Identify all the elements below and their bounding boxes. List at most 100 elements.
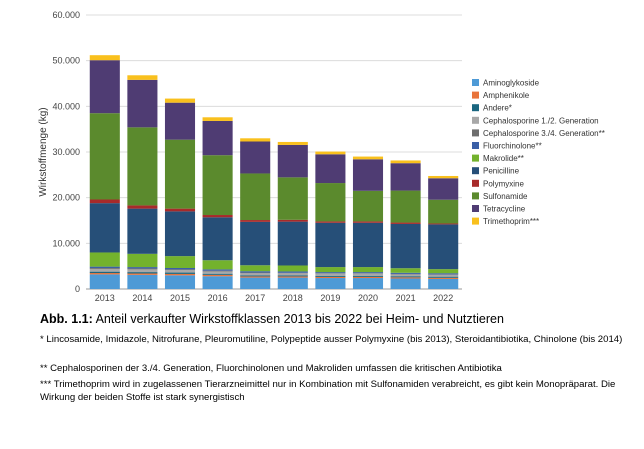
legend-label: Polymyxine bbox=[483, 179, 524, 188]
figure-label: Abb. 1.1: bbox=[40, 312, 93, 326]
bar-segment bbox=[315, 267, 346, 273]
bar-segment bbox=[390, 190, 421, 223]
bar-segment bbox=[352, 278, 384, 289]
bar-segment bbox=[390, 222, 421, 224]
bar-segment bbox=[89, 203, 120, 253]
bar-segment bbox=[164, 275, 196, 289]
bar-segment bbox=[164, 98, 196, 103]
bar-segment bbox=[202, 217, 233, 261]
bar-segment bbox=[315, 276, 346, 279]
bar-segment bbox=[352, 276, 384, 279]
bar-segment bbox=[390, 223, 421, 269]
bar-segment bbox=[428, 273, 459, 275]
legend-swatch bbox=[472, 142, 479, 149]
figure-caption: Abb. 1.1: Anteil verkaufter Wirkstoffkla… bbox=[40, 312, 630, 326]
bar-segment bbox=[164, 267, 196, 270]
bar-segment bbox=[202, 271, 233, 274]
y-tick-label: 20.000 bbox=[52, 193, 80, 203]
bar-segment bbox=[164, 208, 196, 212]
bar-segment bbox=[277, 219, 308, 222]
bar-segment bbox=[127, 268, 158, 270]
legend-swatch bbox=[472, 217, 479, 225]
bar-segment bbox=[164, 211, 196, 257]
bar-segment bbox=[240, 276, 271, 278]
bar-segment bbox=[390, 163, 421, 191]
legend-swatch bbox=[472, 192, 479, 200]
bar-segment bbox=[127, 79, 158, 128]
y-tick-label: 0 bbox=[75, 284, 80, 294]
y-tick-label: 30.000 bbox=[52, 147, 80, 157]
bar-segment bbox=[127, 269, 158, 273]
bar-segment bbox=[89, 267, 120, 269]
bar-segment bbox=[352, 275, 384, 277]
legend-label: Tetracycline bbox=[483, 205, 526, 214]
bar-segment bbox=[127, 274, 158, 289]
y-tick-label: 50.000 bbox=[52, 56, 80, 66]
bar-segment bbox=[164, 273, 196, 276]
x-tick-label: 2018 bbox=[283, 293, 303, 303]
bar-segment bbox=[202, 270, 233, 272]
bar-segment bbox=[352, 190, 384, 222]
x-tick-label: 2016 bbox=[208, 293, 228, 303]
y-tick-label: 60.000 bbox=[52, 10, 80, 20]
x-tick-label: 2013 bbox=[95, 293, 115, 303]
bar-segment bbox=[428, 199, 459, 224]
bar-segment bbox=[277, 144, 308, 178]
bar-segment bbox=[202, 274, 233, 277]
bar-segment bbox=[202, 215, 233, 218]
bar-segment bbox=[428, 277, 459, 279]
bar-segment bbox=[352, 272, 384, 274]
bar-segment bbox=[428, 278, 459, 289]
bar-segment bbox=[240, 221, 271, 266]
y-axis-ticks: 0 10.000 20.000 30.000 40.000 50.000 60.000 bbox=[52, 10, 80, 294]
x-tick-label: 2015 bbox=[170, 293, 190, 303]
bar-segment bbox=[352, 267, 384, 273]
bar-segment bbox=[315, 151, 346, 155]
bar-segment bbox=[277, 273, 308, 276]
bar-segment bbox=[89, 271, 120, 274]
bar-segment bbox=[428, 224, 459, 270]
bar-segment bbox=[127, 205, 158, 209]
bar-segment bbox=[390, 268, 421, 273]
legend-label: Sulfonamide bbox=[483, 192, 528, 201]
bar-segment bbox=[240, 272, 271, 274]
bar-segment bbox=[352, 156, 384, 160]
legend: Aminoglykoside Amphenikole Andere* Cephalos… bbox=[472, 79, 605, 226]
legend-label: Makrolide** bbox=[483, 154, 524, 163]
bar-segment bbox=[89, 273, 120, 275]
x-tick-label: 2017 bbox=[245, 293, 265, 303]
legend-swatch bbox=[472, 179, 479, 187]
bar-segment bbox=[428, 269, 459, 274]
x-tick-label: 2021 bbox=[396, 293, 416, 303]
bar-segment bbox=[202, 155, 233, 216]
bar-segment bbox=[390, 274, 421, 277]
legend-swatch bbox=[472, 91, 479, 99]
bar-segment bbox=[89, 199, 120, 204]
bar-segment bbox=[240, 220, 271, 222]
bar-segment bbox=[352, 222, 384, 268]
legend-label: Amphenikole bbox=[483, 91, 530, 100]
legend-swatch bbox=[472, 167, 479, 175]
x-axis-ticks: 2013 2014 2015 2016 2017 2018 2019 2020 2021 2022 bbox=[95, 293, 453, 303]
bar-segment bbox=[315, 183, 346, 222]
y-axis-label: Wirkstoffmenge (kg) bbox=[38, 107, 49, 196]
bar-segment bbox=[277, 265, 308, 272]
legend-label: Cephalosporine 1./2. Generation bbox=[483, 116, 599, 125]
bar-segment bbox=[390, 160, 421, 164]
x-tick-label: 2014 bbox=[132, 293, 152, 303]
footnote-1: * Lincosamide, Imidazole, Nitrofurane, P… bbox=[40, 334, 623, 345]
legend-label: Andere* bbox=[483, 104, 512, 113]
bar-segment bbox=[127, 75, 158, 80]
bar-segment bbox=[240, 275, 271, 277]
bar-segment bbox=[352, 159, 384, 191]
bar-segment bbox=[89, 252, 120, 267]
bar-segment bbox=[277, 177, 308, 220]
legend-label: Penicilline bbox=[483, 167, 520, 176]
bar-segment bbox=[202, 260, 233, 270]
bar-segment bbox=[127, 273, 158, 275]
stacked-bar-chart: 0 10.000 20.000 30.000 40.000 50.000 60.000 20… bbox=[38, 10, 605, 303]
bar-segment bbox=[89, 60, 120, 114]
bar-segment bbox=[202, 273, 233, 275]
bar-segment bbox=[428, 223, 459, 225]
bar-segment bbox=[202, 269, 233, 271]
